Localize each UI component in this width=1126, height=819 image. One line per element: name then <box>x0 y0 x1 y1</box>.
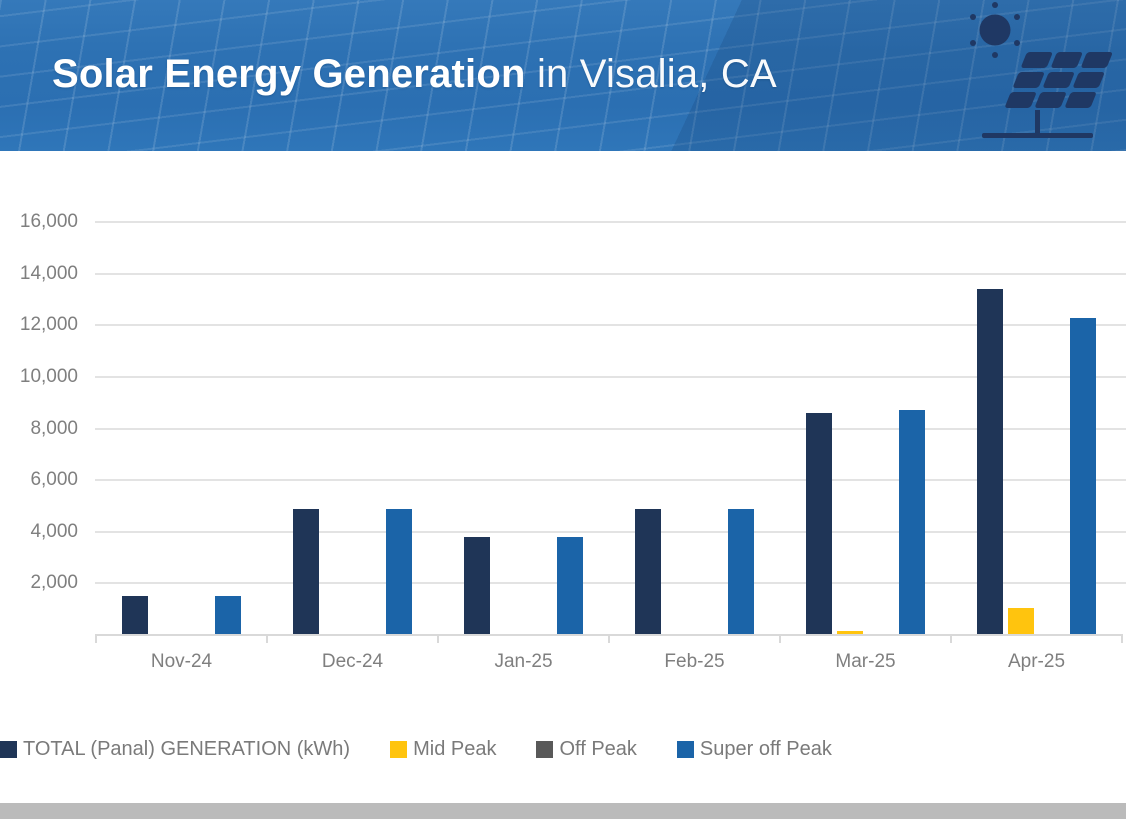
page-title: Solar Energy Generation in Visalia, CA <box>52 50 777 98</box>
legend-label: TOTAL (Panal) GENERATION (kWh) <box>23 738 351 760</box>
x-axis-tick <box>95 635 97 643</box>
legend-item-mid-peak: Mid Peak <box>390 737 496 761</box>
legend-color-swatch <box>0 740 17 758</box>
legend-color-swatch <box>676 740 694 758</box>
x-axis-label-Dec-24: Dec-24 <box>321 651 384 672</box>
gridline-12,000 <box>95 324 1126 327</box>
x-axis-tick <box>950 635 952 643</box>
legend-label: Off Peak <box>559 738 637 760</box>
legend-label: Super off Peak <box>699 738 832 760</box>
bar-Jan-25-total-panal-generation-kwh <box>464 537 490 635</box>
bar-Mar-25-super-off-peak <box>899 410 925 635</box>
gridline-8,000 <box>95 427 1126 430</box>
bar-Apr-25-total-panal-generation-kwh <box>977 289 1003 635</box>
bar-Feb-25-super-off-peak <box>728 509 754 635</box>
gridline-4,000 <box>95 530 1126 533</box>
chart-legend: TOTAL (Panal) GENERATION (kWh) Mid Peak Of… <box>0 736 1126 762</box>
gridline-16,000 <box>95 221 1126 223</box>
x-axis-label-Jan-25: Jan-25 <box>494 651 553 672</box>
page-title-location: in Visalia, CA <box>525 52 777 96</box>
legend-color-swatch <box>390 740 408 758</box>
gridline-14,000 <box>95 272 1126 275</box>
gridline-10,000 <box>95 375 1126 378</box>
y-axis-label: 12,000 <box>19 314 78 336</box>
y-axis-label: 14,000 <box>19 262 78 284</box>
bar-Dec-24-super-off-peak <box>386 509 412 635</box>
x-axis-label-Nov-24: Nov-24 <box>150 651 213 672</box>
x-axis-label-Mar-25: Mar-25 <box>835 651 896 672</box>
gridline-6,000 <box>95 479 1126 482</box>
y-axis-label: 6,000 <box>30 469 78 491</box>
y-axis-label: 10,000 <box>19 365 78 387</box>
footer-strip <box>0 803 1126 819</box>
legend-label: Mid Peak <box>413 738 497 760</box>
bar-Apr-25-super-off-peak <box>1070 318 1096 635</box>
x-axis-tick <box>779 635 781 643</box>
bar-Jan-25-super-off-peak <box>557 537 583 635</box>
bar-Dec-24-total-panal-generation-kwh <box>293 509 319 635</box>
x-axis-tick <box>1121 635 1123 643</box>
x-axis-tick <box>608 635 610 643</box>
header-banner: Solar Energy Generation in Visalia, CA <box>0 0 1126 151</box>
gridline-2,000 <box>95 582 1126 585</box>
y-axis-label: 16,000 <box>19 211 78 232</box>
bar-Nov-24-total-panal-generation-kwh <box>122 596 148 635</box>
x-axis-tick <box>266 635 268 643</box>
bar-Mar-25-mid-peak <box>837 631 863 635</box>
bar-Feb-25-total-panal-generation-kwh <box>635 509 661 635</box>
solar-panel-with-sun-icon <box>970 2 1113 138</box>
bar-Mar-25-total-panal-generation-kwh <box>806 413 832 635</box>
bar-Apr-25-mid-peak <box>1008 608 1034 635</box>
page-title-main: Solar Energy Generation <box>52 52 526 96</box>
y-axis-label: 8,000 <box>30 417 78 439</box>
legend-item-super-off-peak: Super off Peak <box>676 737 832 761</box>
y-axis-label: 4,000 <box>30 520 78 542</box>
x-axis-tick <box>437 635 439 643</box>
legend-item-off-peak: Off Peak <box>536 737 637 761</box>
y-axis-label: 2,000 <box>30 572 78 594</box>
x-axis-label-Feb-25: Feb-25 <box>664 651 725 672</box>
legend-color-swatch <box>536 740 554 758</box>
x-axis-label-Apr-25: Apr-25 <box>1007 651 1066 672</box>
bar-Nov-24-super-off-peak <box>215 596 241 635</box>
legend-item-total-panal-generation-kwh: TOTAL (Panal) GENERATION (kWh) <box>0 737 350 761</box>
